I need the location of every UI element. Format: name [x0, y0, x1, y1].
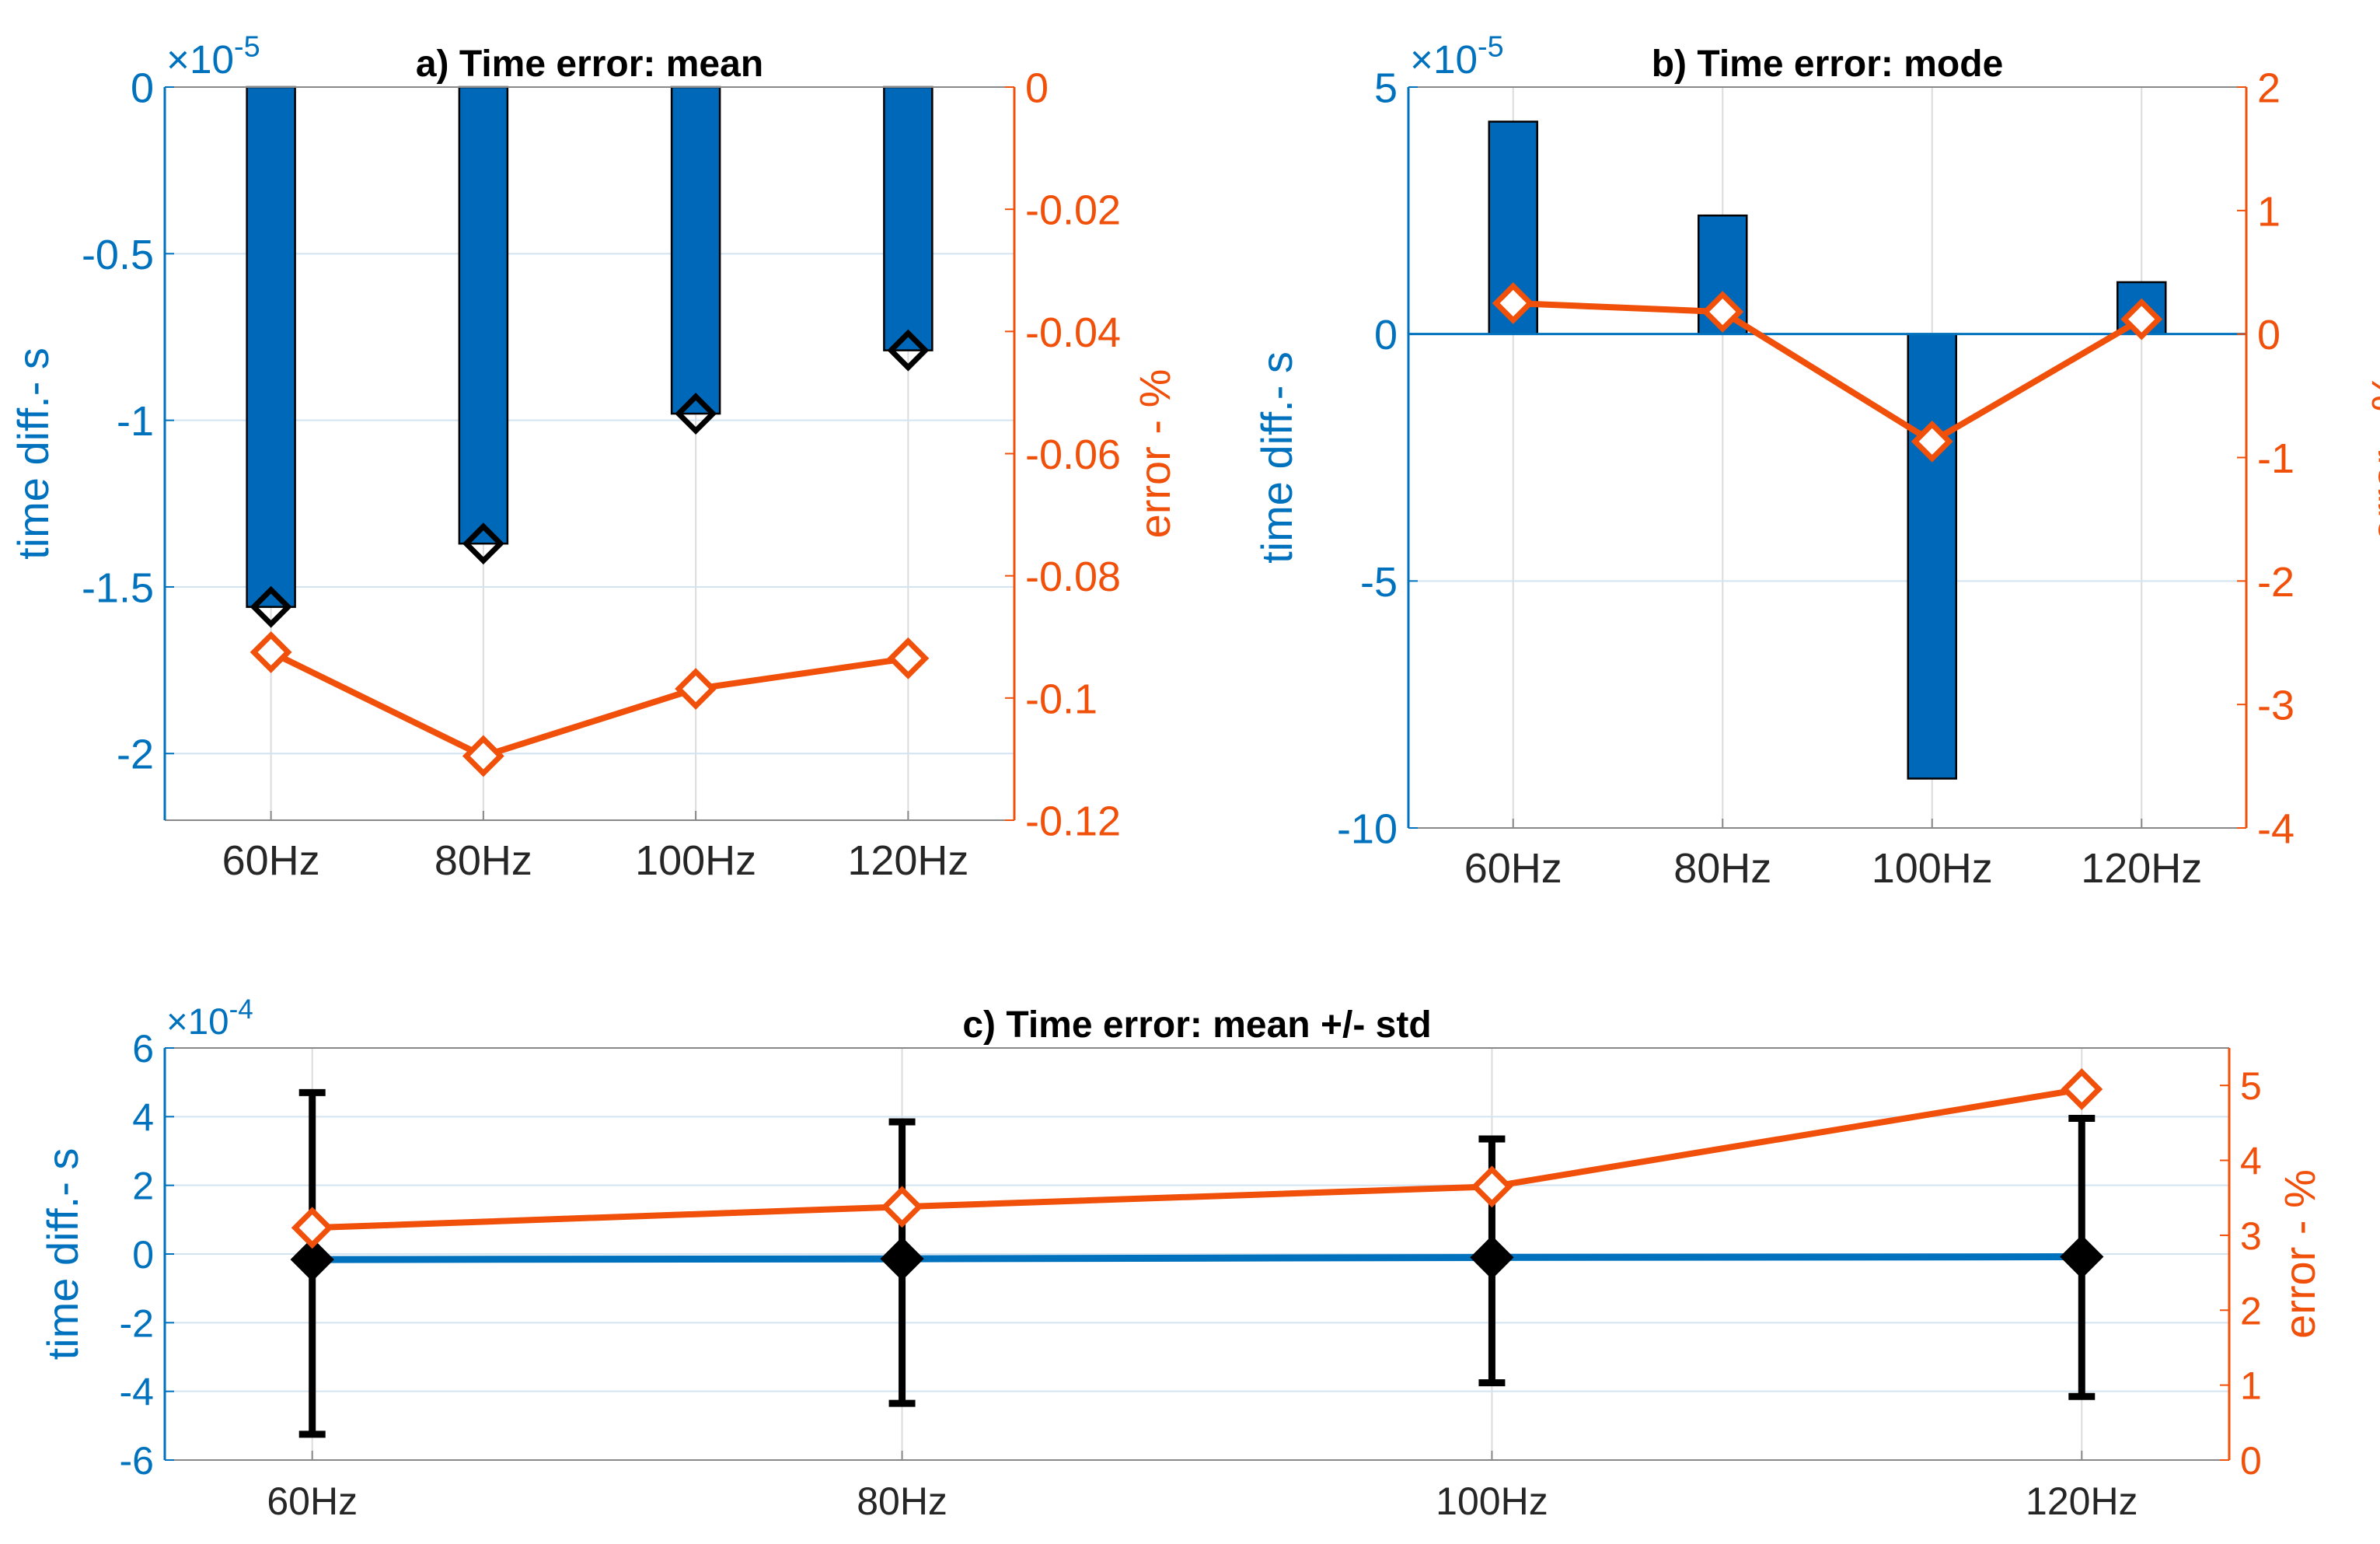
y-tick-label-left: 0 — [1374, 312, 1398, 358]
chart-a: 60Hz 80Hz 100Hz 120Hz 0 -0.5 -1 -1.5 -2 0 -0.02 -0.… — [9, 30, 1179, 884]
y-label-left: time diff.- s — [1252, 351, 1301, 564]
error-percent-marker-100Hz — [1911, 420, 1953, 463]
y-tick-label-left: 6 — [132, 1027, 154, 1071]
y-tick-label-right: -4 — [2257, 805, 2295, 852]
y-tick-label-right: -1 — [2257, 435, 2295, 482]
y-tick-label-left: 5 — [1374, 65, 1398, 111]
y-tick-label-left: -0.5 — [82, 232, 154, 278]
y-tick-label-left: -10 — [1337, 805, 1398, 852]
y-tick-label-right: -0.06 — [1025, 431, 1121, 478]
y-label-left: time diff.- s — [9, 348, 58, 560]
x-tick-label: 120Hz — [2026, 1479, 2138, 1523]
y-tick-label-right: -3 — [2257, 683, 2295, 729]
x-tick-label: 100Hz — [1872, 845, 1993, 892]
chart-b: 60Hz 80Hz 100Hz 120Hz50-5-10210-1-2-3-4×10-… — [1252, 30, 2380, 892]
x-tick-label: 60Hz — [267, 1479, 358, 1523]
error-percent-marker-120Hz — [887, 637, 930, 679]
x-tick-label: 80Hz — [857, 1479, 947, 1523]
error-percent-marker-80Hz — [881, 1186, 923, 1228]
y-tick-label-right: 5 — [2240, 1064, 2262, 1108]
chart-title: c) Time error: mean +/- std — [962, 1004, 1431, 1046]
x-tick-label: 120Hz — [2081, 845, 2202, 892]
x-tick-label: 60Hz — [222, 837, 320, 884]
y-exponent-power: -5 — [234, 30, 260, 63]
y-tick-label-right: 3 — [2240, 1214, 2262, 1258]
y-exponent: ×10-4 — [166, 994, 253, 1043]
error-percent-marker-60Hz — [1492, 282, 1534, 324]
bar-80Hz — [458, 86, 509, 545]
y-tick-label-left: 0 — [131, 65, 154, 111]
y-tick-label-right: -0.04 — [1025, 309, 1121, 356]
y-tick-label-right: 0 — [2240, 1439, 2262, 1483]
y-tick-label-right: -2 — [2257, 559, 2295, 606]
y-tick-label-right: 1 — [2240, 1364, 2262, 1408]
mean-line — [312, 1253, 2082, 1263]
black-marker-80Hz — [462, 522, 504, 565]
error-percent-marker-60Hz — [291, 1207, 333, 1249]
y-label-right: error - % — [2362, 373, 2380, 543]
error-percent-line — [312, 1086, 2082, 1231]
y-tick-label-left: -1.5 — [82, 564, 154, 611]
y-tick-label-right: 4 — [2240, 1140, 2262, 1183]
black-marker-120Hz — [887, 329, 930, 372]
y-exponent: ×10-5 — [1410, 30, 1504, 82]
y-tick-label-left: 0 — [132, 1233, 154, 1277]
black-marker-60Hz — [250, 585, 292, 628]
error-percent-line — [1513, 299, 2144, 445]
black-marker-100Hz — [675, 393, 717, 435]
y-exponent: ×10-5 — [166, 30, 260, 82]
y-tick-label-left: 4 — [132, 1095, 154, 1139]
y-tick-label-left: -2 — [117, 732, 154, 778]
y-exponent-base: ×10 — [166, 37, 234, 82]
y-exponent-base: ×10 — [166, 1001, 229, 1043]
y-tick-label-right: 1 — [2257, 188, 2281, 235]
bar-120Hz — [883, 86, 934, 351]
x-tick-label: 100Hz — [1436, 1479, 1548, 1523]
x-tick-label: 120Hz — [847, 837, 968, 884]
error-percent-line — [269, 649, 909, 760]
y-tick-label-right: -0.08 — [1025, 554, 1121, 600]
y-label-left: time diff.- s — [38, 1148, 87, 1361]
chart-title: a) Time error: mean — [416, 44, 763, 85]
mean-marker-60Hz — [290, 1237, 334, 1282]
y-exponent-power: -4 — [229, 994, 253, 1025]
y-exponent-base: ×10 — [1410, 37, 1478, 82]
y-tick-label-right: 0 — [1025, 65, 1049, 111]
y-tick-label-right: -0.12 — [1025, 798, 1121, 844]
error-percent-marker-120Hz — [2120, 298, 2163, 341]
error-percent-marker-80Hz — [462, 735, 504, 777]
y-tick-label-right: -0.02 — [1025, 187, 1121, 234]
chart-title: b) Time error: mode — [1652, 44, 2004, 85]
mean-marker-100Hz — [1470, 1235, 1514, 1280]
y-tick-label-left: -6 — [120, 1439, 154, 1483]
error-percent-marker-60Hz — [250, 631, 292, 673]
y-tick-label-left: 2 — [132, 1165, 154, 1208]
y-tick-label-right: -0.1 — [1025, 676, 1098, 722]
y-tick-label-left: -2 — [120, 1301, 154, 1345]
y-label-right: error - % — [2275, 1169, 2324, 1339]
error-percent-marker-80Hz — [1701, 291, 1744, 334]
mean-marker-80Hz — [880, 1237, 924, 1281]
bar-60Hz — [246, 86, 296, 608]
y-tick-label-right: 2 — [2240, 1289, 2262, 1333]
bar-100Hz — [1907, 333, 1957, 780]
y-tick-label-left: -5 — [1360, 559, 1398, 606]
y-exponent-power: -5 — [1478, 30, 1504, 63]
y-tick-label-right: 0 — [2257, 312, 2281, 358]
error-percent-marker-100Hz — [675, 668, 717, 710]
x-tick-label: 80Hz — [434, 837, 532, 884]
y-tick-label-left: -1 — [117, 398, 154, 445]
x-tick-label: 80Hz — [1673, 845, 1771, 892]
error-percent-marker-100Hz — [1471, 1165, 1513, 1208]
x-tick-label: 100Hz — [635, 837, 756, 884]
x-tick-label: 60Hz — [1464, 845, 1562, 892]
mean-marker-120Hz — [2060, 1235, 2104, 1279]
error-percent-marker-120Hz — [2061, 1068, 2103, 1110]
y-label-right: error - % — [1130, 369, 1179, 539]
bar-100Hz — [670, 86, 721, 415]
y-tick-label-right: 2 — [2257, 65, 2281, 111]
y-tick-label-left: -4 — [120, 1371, 154, 1414]
